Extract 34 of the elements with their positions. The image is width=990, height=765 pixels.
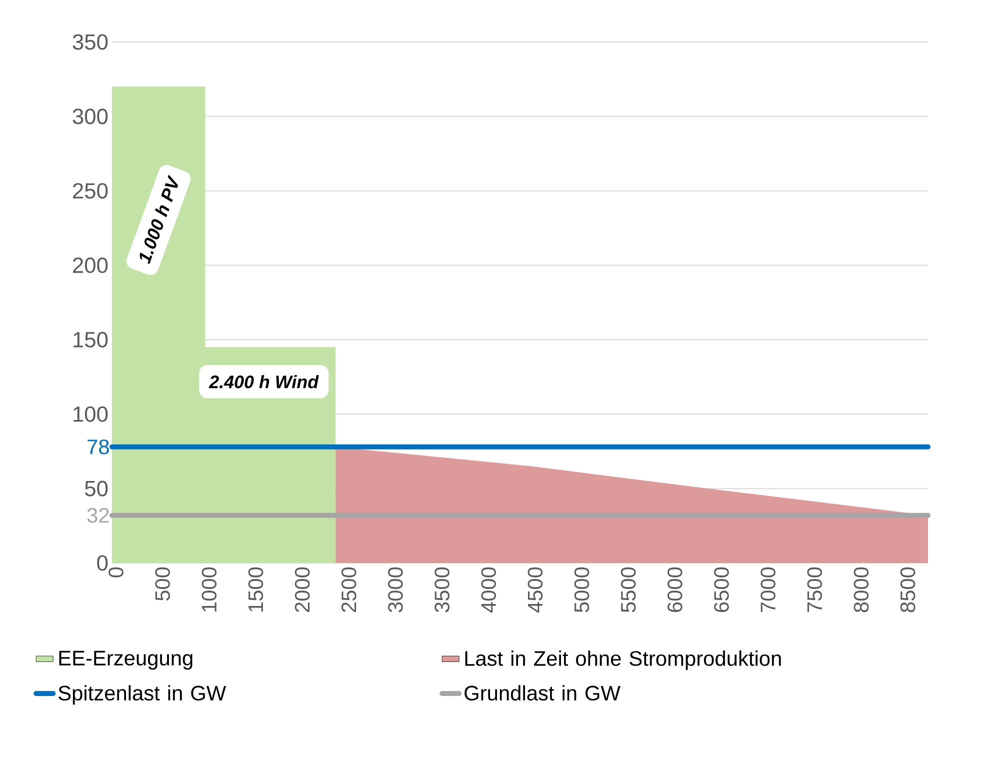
y-tick-label: 150 xyxy=(74,332,108,348)
legend-label: Spitzenlast in GW xyxy=(58,685,226,705)
y-tick-label: 300 xyxy=(72,108,108,124)
legend-label: Grundlast in GW xyxy=(464,685,620,701)
annotation: 32 xyxy=(87,508,109,523)
x-tick-label: 7500 xyxy=(807,567,822,612)
y-tick-label: 0 xyxy=(97,555,108,571)
x-tick-label: 2000 xyxy=(294,567,310,612)
annotation: 2.400 h Wind xyxy=(208,375,319,388)
y-tick-label: 350 xyxy=(72,34,108,50)
x-tick-label: 2500 xyxy=(341,567,356,612)
x-tick-label: 1000 xyxy=(202,567,217,612)
legend-label: Last in Zeit ohne Stromproduktion xyxy=(465,650,781,670)
x-tick-label: 3500 xyxy=(434,567,450,612)
y-tick-label: 250 xyxy=(73,183,108,199)
x-tick-label: 7000 xyxy=(760,567,776,612)
x-tick-label: 4000 xyxy=(481,567,496,613)
x-tick-label: 6000 xyxy=(668,567,682,612)
y-tick-label: 50 xyxy=(84,480,108,496)
x-tick-label: 5000 xyxy=(574,567,590,612)
y-tick-label: 200 xyxy=(73,258,108,274)
x-tick-label: 8000 xyxy=(854,567,869,612)
x-tick-label: 3000 xyxy=(388,567,403,612)
x-tick-label: 6500 xyxy=(714,567,729,612)
x-tick-label: 500 xyxy=(155,567,170,601)
x-tick-label: 0 xyxy=(108,567,124,578)
x-tick-label: 1500 xyxy=(248,567,264,612)
annotation: 1.000 h PV xyxy=(140,174,178,264)
x-tick-label: 5500 xyxy=(620,567,636,612)
y-tick-label: 100 xyxy=(74,406,108,422)
x-tick-label: 8500 xyxy=(900,567,916,612)
legend-label: EE-Erzeugung xyxy=(59,650,192,670)
annotation: 78 xyxy=(88,439,109,454)
x-tick-label: 4500 xyxy=(528,567,543,613)
